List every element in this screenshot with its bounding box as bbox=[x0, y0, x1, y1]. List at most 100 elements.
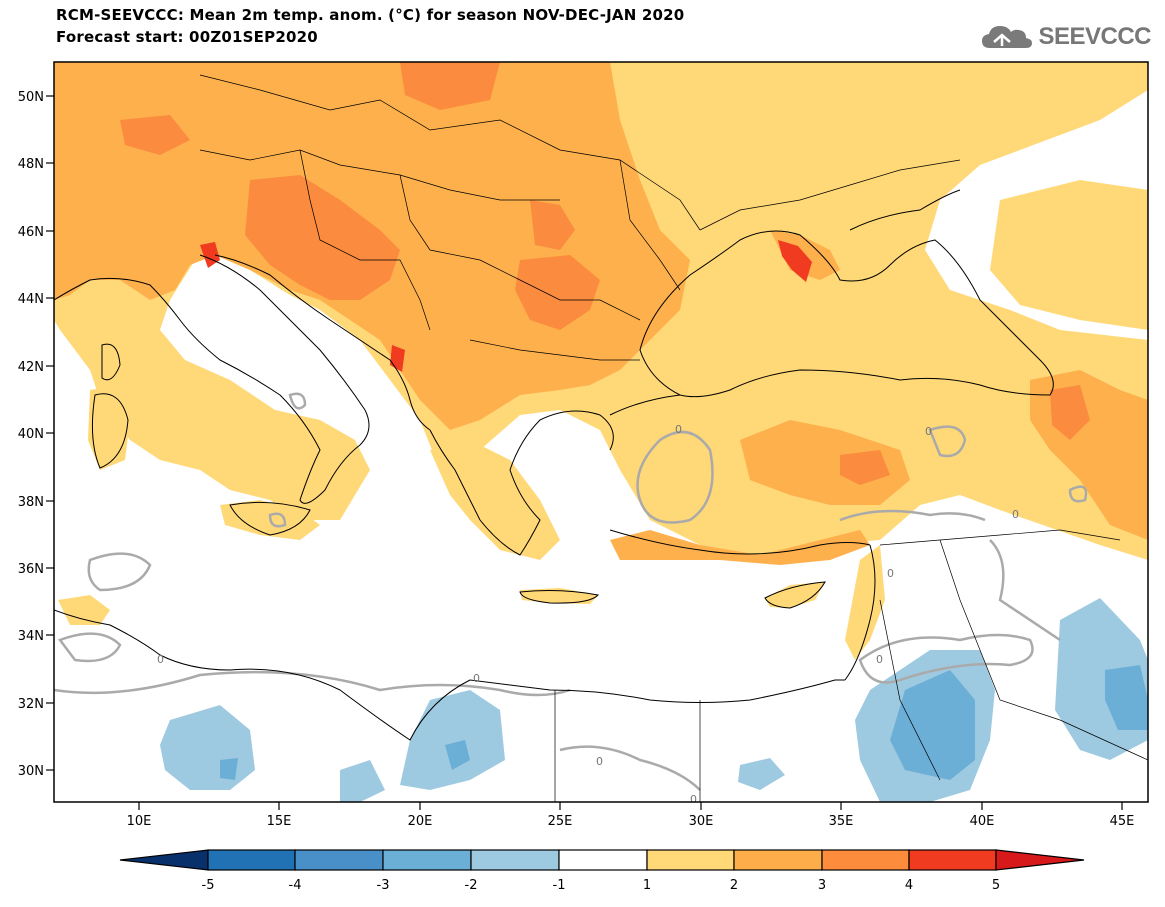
black-sea-coast bbox=[639, 230, 1054, 398]
longitude-axis bbox=[138, 802, 1123, 810]
lon-label: 40E bbox=[970, 814, 995, 829]
contour-label: 0 bbox=[887, 567, 894, 580]
contour-label: 0 bbox=[473, 672, 480, 685]
contour-label: 0 bbox=[925, 425, 932, 438]
colorbar-segment bbox=[908, 849, 997, 871]
lat-label: 40N bbox=[18, 427, 44, 442]
anomaly-1-2-cyprus bbox=[765, 582, 825, 608]
anomaly-2-3-turkey-coast bbox=[610, 530, 870, 565]
colorbar-segment bbox=[382, 849, 472, 871]
cloud-icon bbox=[982, 26, 1033, 48]
latitude-axis bbox=[46, 95, 54, 771]
anomaly-neg2-iraq bbox=[1105, 665, 1148, 730]
zero-contours bbox=[54, 392, 1088, 791]
anomaly-3-4-anatolia bbox=[840, 450, 890, 485]
colorbar-segment bbox=[470, 849, 560, 871]
map-subtitle: Forecast start: 00Z01SEP2020 bbox=[56, 28, 318, 46]
map-frame bbox=[53, 61, 1149, 803]
contour-label: 0 bbox=[157, 653, 164, 666]
colorbar-label: -1 bbox=[553, 878, 566, 893]
greece-coast bbox=[429, 410, 614, 556]
anomaly-1-2-tunisia bbox=[58, 595, 110, 625]
lat-label: 48N bbox=[18, 157, 44, 172]
anomaly-3-4-balkans bbox=[245, 175, 400, 300]
anomaly-3-4-serbia bbox=[515, 255, 600, 330]
lon-label: 35E bbox=[829, 814, 854, 829]
contour-labels: 0 0 0 0 0 0 0 0 0 bbox=[157, 423, 1019, 806]
cyprus bbox=[764, 581, 826, 609]
africa-coast bbox=[54, 609, 845, 741]
lon-label: 30E bbox=[689, 814, 714, 829]
logo-text: SEEVCCC bbox=[1038, 23, 1151, 50]
colorbar-label: 1 bbox=[643, 878, 651, 893]
colorbar-label: 5 bbox=[992, 878, 1000, 893]
lat-label: 44N bbox=[18, 292, 44, 307]
lon-label: 15E bbox=[267, 814, 292, 829]
anomaly-4-5-adriatic bbox=[200, 242, 220, 268]
crete bbox=[519, 590, 599, 604]
colorbar-label: 2 bbox=[730, 878, 738, 893]
lat-label: 30N bbox=[18, 764, 44, 779]
italy-coast bbox=[54, 254, 370, 504]
contour-label: 0 bbox=[675, 423, 682, 436]
lat-label: 50N bbox=[18, 90, 44, 105]
colorbar bbox=[119, 849, 1085, 871]
lat-label: 34N bbox=[18, 629, 44, 644]
warm-anomaly-3-4 bbox=[120, 62, 1090, 485]
coastlines bbox=[54, 189, 1054, 741]
colorbar-segment bbox=[995, 849, 1085, 871]
contour-label: 0 bbox=[1012, 508, 1019, 521]
lon-label: 45E bbox=[1110, 814, 1135, 829]
anomaly-4-5-crimea bbox=[778, 240, 812, 282]
anomaly-neg-egypt bbox=[738, 758, 785, 790]
contour-label: 0 bbox=[690, 793, 697, 806]
lat-label: 42N bbox=[18, 360, 44, 375]
map-area: 0 0 0 0 0 0 0 0 0 bbox=[54, 62, 1148, 806]
anomaly-1-2-sardinia bbox=[88, 385, 130, 470]
corsica bbox=[101, 343, 121, 381]
colorbar-label: -4 bbox=[289, 878, 302, 893]
turkey-north-coast bbox=[609, 394, 681, 416]
colorbar-labels: -5 -4 -3 -2 -1 1 2 3 4 5 bbox=[202, 878, 1001, 893]
lat-label: 46N bbox=[18, 225, 44, 240]
colorbar-segment bbox=[646, 849, 735, 871]
anomaly-neg-libya-east bbox=[340, 760, 385, 802]
anomaly-3-4-alps bbox=[120, 115, 190, 155]
country-borders bbox=[199, 74, 1148, 802]
lat-label: 38N bbox=[18, 495, 44, 510]
contour-label: 0 bbox=[876, 653, 883, 666]
anomaly-1-2-caucasus bbox=[990, 180, 1148, 330]
anomaly-neg2-arabia bbox=[890, 670, 975, 780]
anomaly-neg2-libya bbox=[220, 758, 238, 780]
colorbar-segment bbox=[119, 849, 209, 871]
lon-label: 25E bbox=[548, 814, 573, 829]
colorbar-label: 3 bbox=[818, 878, 826, 893]
seevccc-logo: SEEVCCC bbox=[980, 22, 1151, 52]
colorbar-segment bbox=[294, 849, 384, 871]
anomaly-2-3-anatolia bbox=[740, 420, 910, 505]
adriatic-east-coast bbox=[214, 254, 431, 431]
contour-label: 0 bbox=[596, 755, 603, 768]
anomaly-neg2-cyrenaica bbox=[445, 740, 470, 770]
lon-label: 20E bbox=[408, 814, 433, 829]
colorbar-segment bbox=[733, 849, 823, 871]
colorbar-label: -2 bbox=[465, 878, 478, 893]
colorbar-label: -5 bbox=[202, 878, 215, 893]
colorbar-label: -3 bbox=[377, 878, 390, 893]
sicily bbox=[229, 501, 311, 536]
colorbar-label: 4 bbox=[905, 878, 913, 893]
sea-of-azov bbox=[849, 189, 961, 231]
lat-label: 36N bbox=[18, 562, 44, 577]
latitude-labels: 50N 48N 46N 44N 42N 40N 38N 36N 34N 32N … bbox=[18, 90, 44, 779]
anomaly-3-4-caucasus bbox=[1050, 385, 1090, 440]
map-title: RCM-SEEVCCC: Mean 2m temp. anom. (°C) fo… bbox=[56, 6, 685, 24]
anomaly-3-4-north bbox=[400, 62, 500, 110]
cool-anomaly-fields bbox=[160, 598, 1148, 802]
anomaly-3-4-romania bbox=[530, 200, 575, 250]
anomaly-1-2-greece bbox=[430, 440, 560, 560]
lon-label: 10E bbox=[127, 814, 152, 829]
longitude-labels: 10E 15E 20E 25E 30E 35E 40E 45E bbox=[127, 814, 1135, 829]
colorbar-segment bbox=[558, 849, 648, 871]
colorbar-segment bbox=[207, 849, 296, 871]
